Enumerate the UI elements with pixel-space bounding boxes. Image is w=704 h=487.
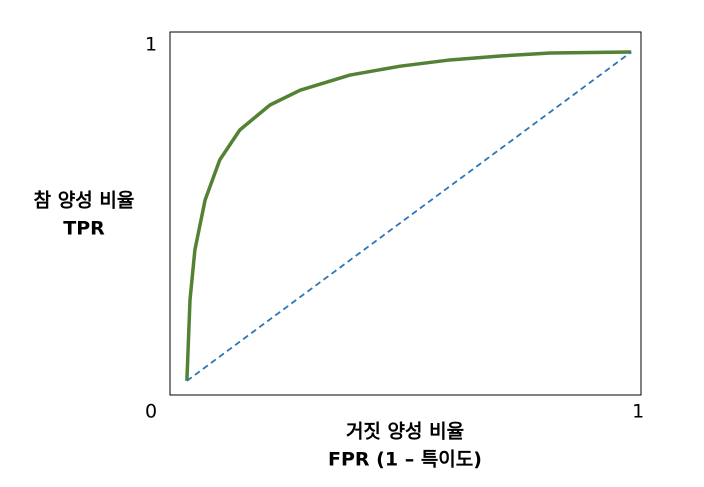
x-axis-title: 거짓 양성 비율: [346, 421, 464, 443]
plot-frame: [169, 31, 642, 396]
roc-curve: [185, 50, 632, 381]
reference-line: [186, 51, 632, 382]
y-axis-title: TPR: [63, 218, 105, 240]
y-axis-title: 참 양성 비율: [34, 190, 135, 212]
x-tick-label: 1: [632, 401, 644, 423]
x-axis-title: FPR (1 – 특이도): [328, 449, 482, 471]
y-tick-label: 0: [145, 401, 157, 423]
y-tick-label: 1: [145, 34, 157, 56]
